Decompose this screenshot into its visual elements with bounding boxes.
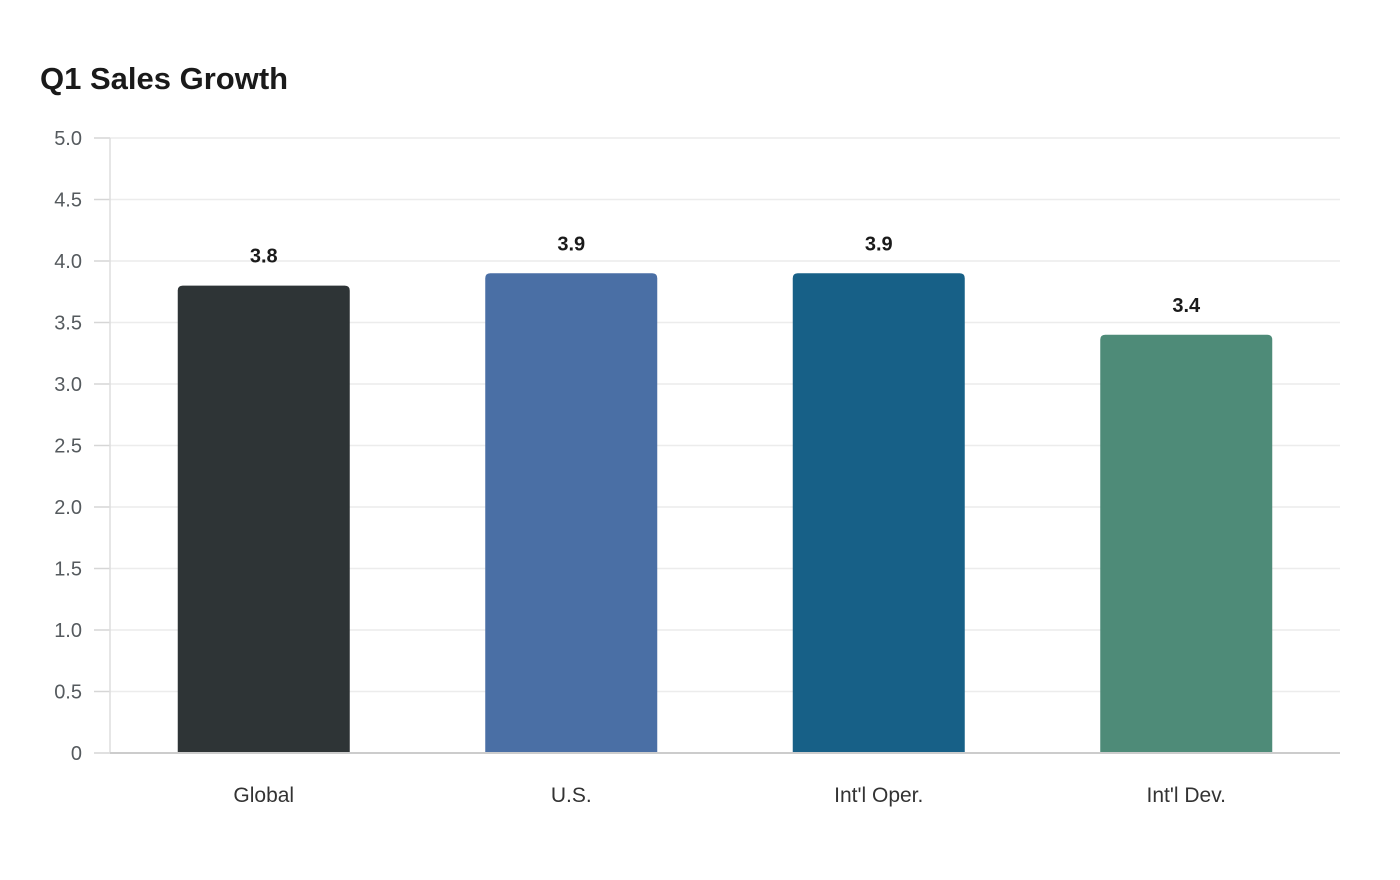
x-axis-ticks: Global U.S. Int'l Oper. Int'l Dev. bbox=[110, 752, 1340, 807]
x-tick-label: U.S. bbox=[551, 784, 592, 807]
y-axis-ticks: 0 0.5 1.0 1.5 2.0 2.5 3.0 3.5 4.0 4.5 5.0 bbox=[54, 128, 110, 765]
x-tick-label: Int'l Oper. bbox=[834, 784, 923, 807]
bar bbox=[1100, 334, 1273, 753]
x-tick-label: Int'l Dev. bbox=[1147, 784, 1226, 807]
bar bbox=[177, 285, 350, 753]
y-tick-label: 3.5 bbox=[54, 313, 82, 335]
y-tick-label: 4.5 bbox=[54, 190, 82, 212]
y-tick-label: 1.5 bbox=[54, 559, 82, 581]
bar bbox=[485, 273, 658, 753]
value-labels: 3.8 3.9 3.9 3.4 bbox=[250, 233, 1201, 316]
y-tick-label: 0 bbox=[71, 743, 82, 765]
value-label: 3.4 bbox=[1172, 295, 1201, 317]
bar bbox=[792, 273, 965, 753]
y-tick-label: 3.0 bbox=[54, 374, 82, 396]
y-tick-label: 5.0 bbox=[54, 128, 82, 150]
value-label: 3.8 bbox=[250, 246, 278, 268]
y-tick-label: 2.5 bbox=[54, 436, 82, 458]
value-label: 3.9 bbox=[557, 233, 585, 255]
chart-title: Q1 Sales Growth bbox=[40, 61, 289, 96]
y-tick-label: 2.0 bbox=[54, 497, 82, 519]
value-label: 3.9 bbox=[865, 233, 893, 255]
y-tick-label: 4.0 bbox=[54, 251, 82, 273]
bars bbox=[177, 273, 1273, 753]
y-tick-label: 0.5 bbox=[54, 682, 82, 704]
x-tick-label: Global bbox=[233, 784, 294, 807]
y-tick-label: 1.0 bbox=[54, 620, 82, 642]
